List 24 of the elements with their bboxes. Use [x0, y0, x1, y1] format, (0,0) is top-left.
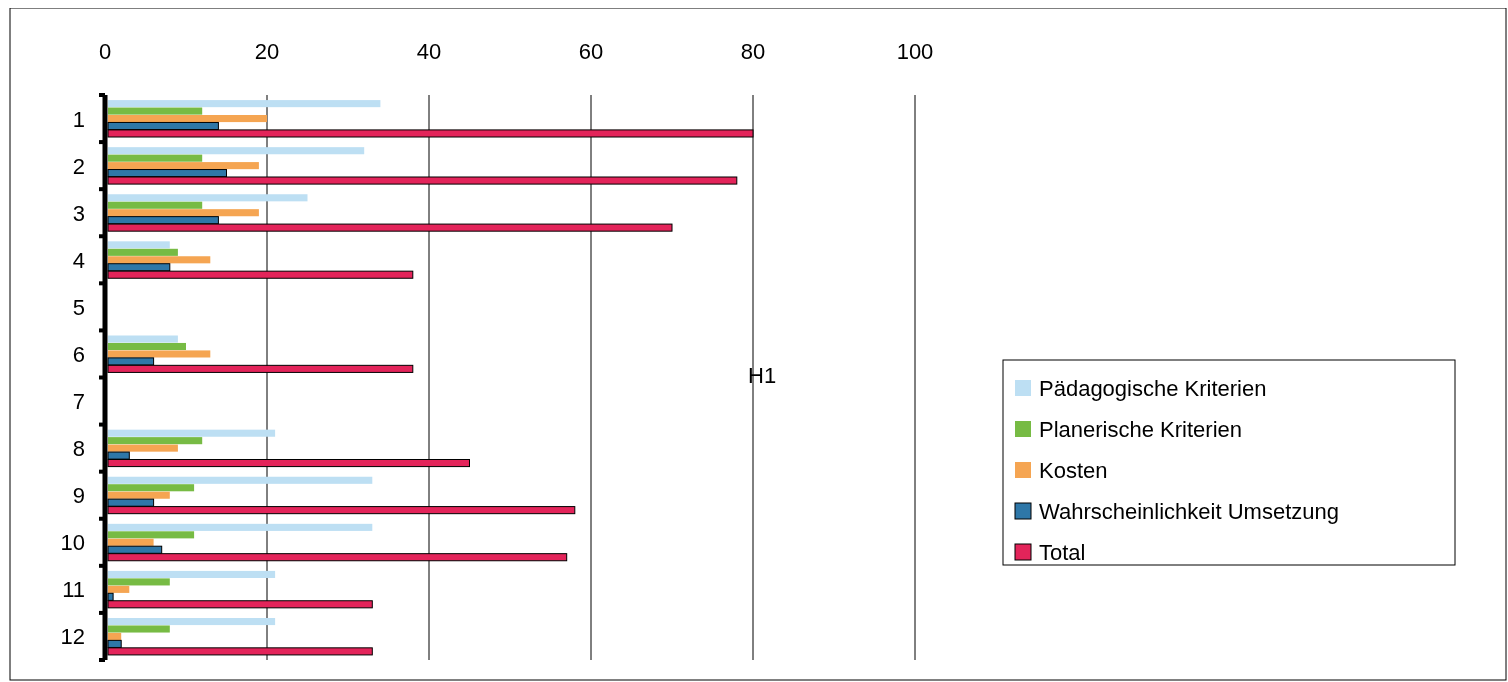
- y-tick-label: 7: [72, 389, 85, 415]
- y-tick-label: 12: [60, 624, 85, 650]
- y-tick-label: 5: [72, 294, 85, 320]
- legend-label: Total: [1039, 540, 1086, 565]
- y-tick-label: 8: [72, 436, 85, 462]
- legend-label: Kosten: [1039, 458, 1108, 483]
- y-tick-label: 6: [72, 341, 85, 367]
- y-tick-label: 4: [72, 247, 85, 273]
- legend-label: Wahrscheinlichkeit Umsetzung: [1039, 499, 1339, 524]
- y-tick-label: 3: [72, 200, 85, 226]
- y-tick-label: 11: [62, 577, 85, 603]
- y-tick-label: 1: [72, 106, 85, 132]
- annotation: H1: [748, 363, 777, 388]
- x-tick-label: 0: [98, 39, 112, 64]
- legend-label: Pädagogische Kriterien: [1039, 376, 1267, 401]
- y-tick-label: 2: [72, 153, 85, 179]
- x-tick-label: 60: [578, 39, 604, 64]
- x-tick-label: 20: [254, 39, 280, 64]
- x-tick-label: 40: [416, 39, 442, 64]
- y-tick-label: 9: [72, 483, 85, 509]
- x-tick-label: 80: [740, 39, 766, 64]
- x-tick-label: 100: [896, 39, 934, 64]
- y-tick-label: 10: [60, 530, 85, 556]
- legend-label: Planerische Kriterien: [1039, 417, 1242, 442]
